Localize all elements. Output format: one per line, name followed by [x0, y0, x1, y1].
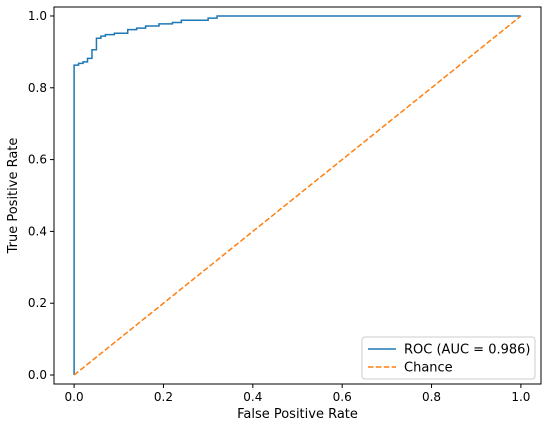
- chance-line: [73, 15, 522, 376]
- y-axis-ticks: 0.0 0.2 0.4 0.6 0.8 1.0: [28, 9, 54, 382]
- y-tick-label: 0.4: [28, 224, 47, 238]
- x-tick-label: 0.0: [65, 390, 84, 404]
- legend-entry-label: ROC (AUC = 0.986): [404, 343, 530, 358]
- x-tick-label: 1.0: [511, 390, 530, 404]
- y-axis-label: True Positive Rate: [6, 138, 21, 255]
- plot-frame: [53, 6, 542, 385]
- legend: ROC (AUC = 0.986) Chance: [361, 336, 536, 380]
- x-tick-label: 0.6: [333, 390, 352, 404]
- y-tick-label: 0.6: [28, 153, 47, 167]
- x-tick-label: 0.4: [243, 390, 262, 404]
- x-axis-label: False Positive Rate: [237, 407, 358, 422]
- x-axis-ticks: 0.0 0.2 0.4 0.6 0.8 1.0: [65, 384, 530, 404]
- roc-curve-line: [73, 15, 521, 376]
- series-layer: [73, 15, 522, 376]
- y-tick-label: 1.0: [28, 9, 47, 23]
- y-tick-label: 0.2: [28, 296, 47, 310]
- x-tick-label: 0.2: [154, 390, 173, 404]
- legend-entry-label: Chance: [404, 361, 453, 376]
- y-tick-label: 0.8: [28, 81, 47, 95]
- y-tick-label: 0.0: [28, 368, 47, 382]
- x-tick-label: 0.8: [422, 390, 441, 404]
- legend-box: [361, 336, 536, 380]
